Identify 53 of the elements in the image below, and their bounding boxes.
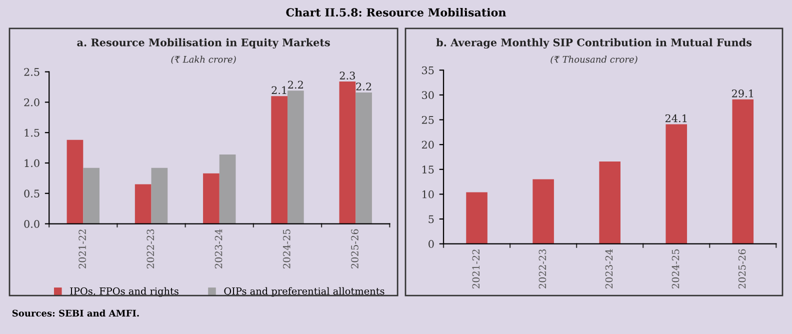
text: 2.0 bbox=[24, 98, 40, 106]
data-label: 29.1 bbox=[732, 90, 754, 98]
text: 1.5 bbox=[24, 128, 40, 137]
bar bbox=[151, 168, 168, 224]
x-tick-label: 2024-25 bbox=[672, 249, 680, 288]
x-tick-label: 2022-23 bbox=[146, 229, 154, 268]
text: 0.5 bbox=[24, 190, 40, 198]
x-tick-label: 2022-23 bbox=[538, 249, 546, 288]
legend-label: QIPs and preferential allotments bbox=[224, 287, 384, 297]
chart-subtitle: (₹ Lakh crore) bbox=[171, 56, 236, 64]
bar bbox=[356, 92, 372, 224]
text: 0.0 bbox=[24, 220, 40, 228]
data-label: 2.2 bbox=[356, 82, 372, 90]
y-tick-label: 20 bbox=[422, 140, 434, 149]
chart-title: b. Average Monthly SIP Contribution in Mutual Funds bbox=[436, 38, 752, 49]
y-tick-label: 30 bbox=[422, 91, 434, 100]
x-tick-label: 2021-22 bbox=[78, 230, 86, 268]
bar bbox=[287, 90, 304, 224]
bar bbox=[83, 168, 100, 224]
bar bbox=[466, 192, 488, 244]
bar bbox=[732, 99, 754, 244]
chart-subtitle: (₹ Thousand crore) bbox=[550, 56, 638, 64]
bar bbox=[66, 140, 84, 224]
source-note: Sources: SEBI and AMFI. bbox=[12, 310, 139, 317]
bar bbox=[134, 184, 152, 224]
x-tick-label: 2023-24 bbox=[214, 229, 222, 268]
bar bbox=[532, 179, 554, 244]
x-tick-label: 2025-26 bbox=[351, 229, 358, 268]
y-tick-label: 15 bbox=[422, 166, 434, 174]
y-tick-label: 0 bbox=[428, 240, 434, 248]
text: Chart II.5.8: Resource Mobilisation bbox=[286, 8, 506, 17]
bar bbox=[599, 161, 620, 244]
bar bbox=[271, 96, 288, 224]
text: 2.5 bbox=[24, 68, 40, 76]
data-label: 2.3 bbox=[340, 72, 355, 80]
bar bbox=[339, 82, 356, 224]
chart-title: a. Resource Mobilisation in Equity Markets bbox=[77, 38, 330, 49]
y-tick-label: 35 bbox=[422, 66, 434, 74]
y-tick-label: 25 bbox=[422, 116, 434, 124]
x-tick-label: 2024-25 bbox=[282, 229, 290, 268]
data-label: 24.1 bbox=[665, 114, 686, 122]
bar bbox=[203, 173, 220, 224]
legend-label: IPOs, FPOs and rights bbox=[70, 287, 178, 297]
text: 1.0 bbox=[24, 159, 40, 168]
x-tick-label: 2025-26 bbox=[738, 249, 746, 288]
x-tick-label: 2023-24 bbox=[605, 249, 613, 288]
data-label: 2.1 bbox=[272, 86, 286, 94]
bar bbox=[666, 124, 688, 244]
x-tick-label: 2021-22 bbox=[472, 250, 480, 288]
bar bbox=[219, 154, 236, 224]
y-tick-label: 10 bbox=[422, 190, 434, 198]
data-label: 2.2 bbox=[288, 80, 303, 89]
y-tick-label: 5 bbox=[428, 215, 434, 224]
